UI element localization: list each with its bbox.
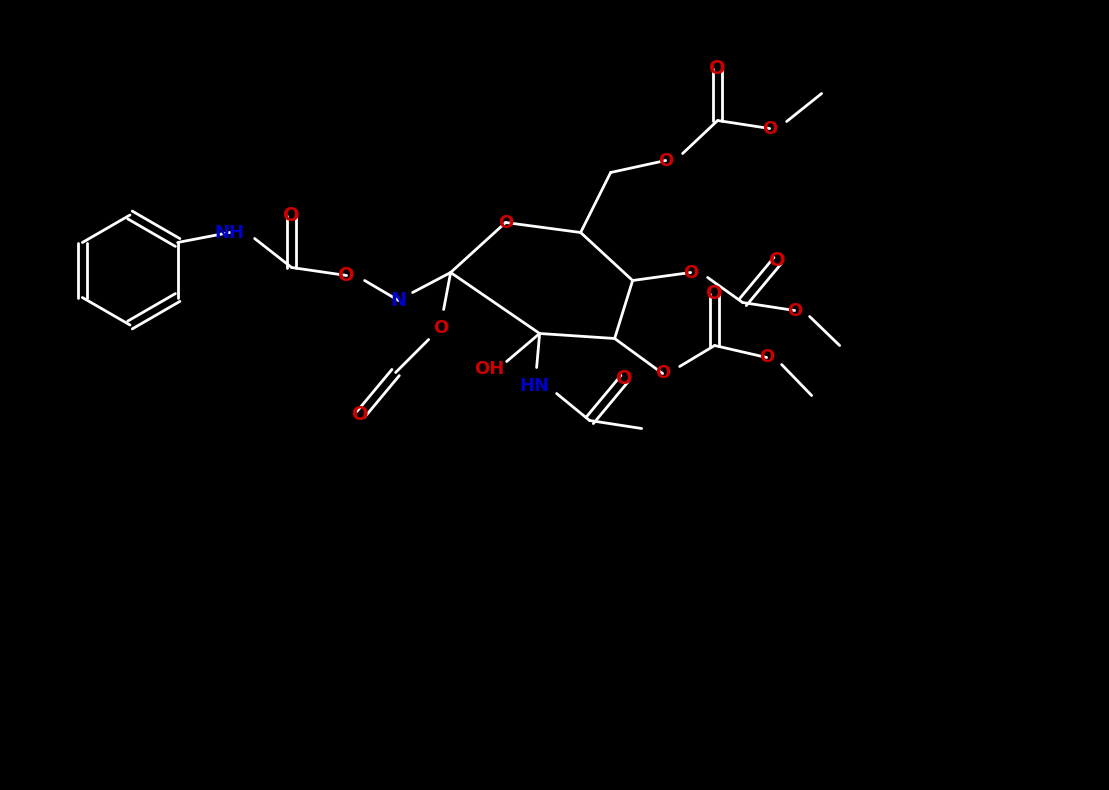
- Text: O: O: [683, 264, 699, 281]
- Text: O: O: [617, 369, 633, 388]
- Text: OH: OH: [475, 359, 505, 378]
- Text: O: O: [762, 119, 777, 137]
- Text: O: O: [498, 213, 513, 231]
- Text: N: N: [390, 291, 407, 310]
- Text: O: O: [655, 364, 670, 382]
- Text: O: O: [706, 284, 723, 303]
- Text: O: O: [787, 302, 802, 319]
- Text: O: O: [759, 348, 774, 367]
- Text: NH: NH: [215, 224, 245, 242]
- Text: O: O: [770, 251, 786, 270]
- Text: O: O: [710, 59, 726, 78]
- Text: O: O: [353, 405, 369, 424]
- Text: O: O: [433, 318, 448, 337]
- Text: O: O: [338, 266, 355, 285]
- Text: O: O: [658, 152, 673, 170]
- Text: HN: HN: [520, 377, 550, 394]
- Text: O: O: [283, 206, 299, 225]
